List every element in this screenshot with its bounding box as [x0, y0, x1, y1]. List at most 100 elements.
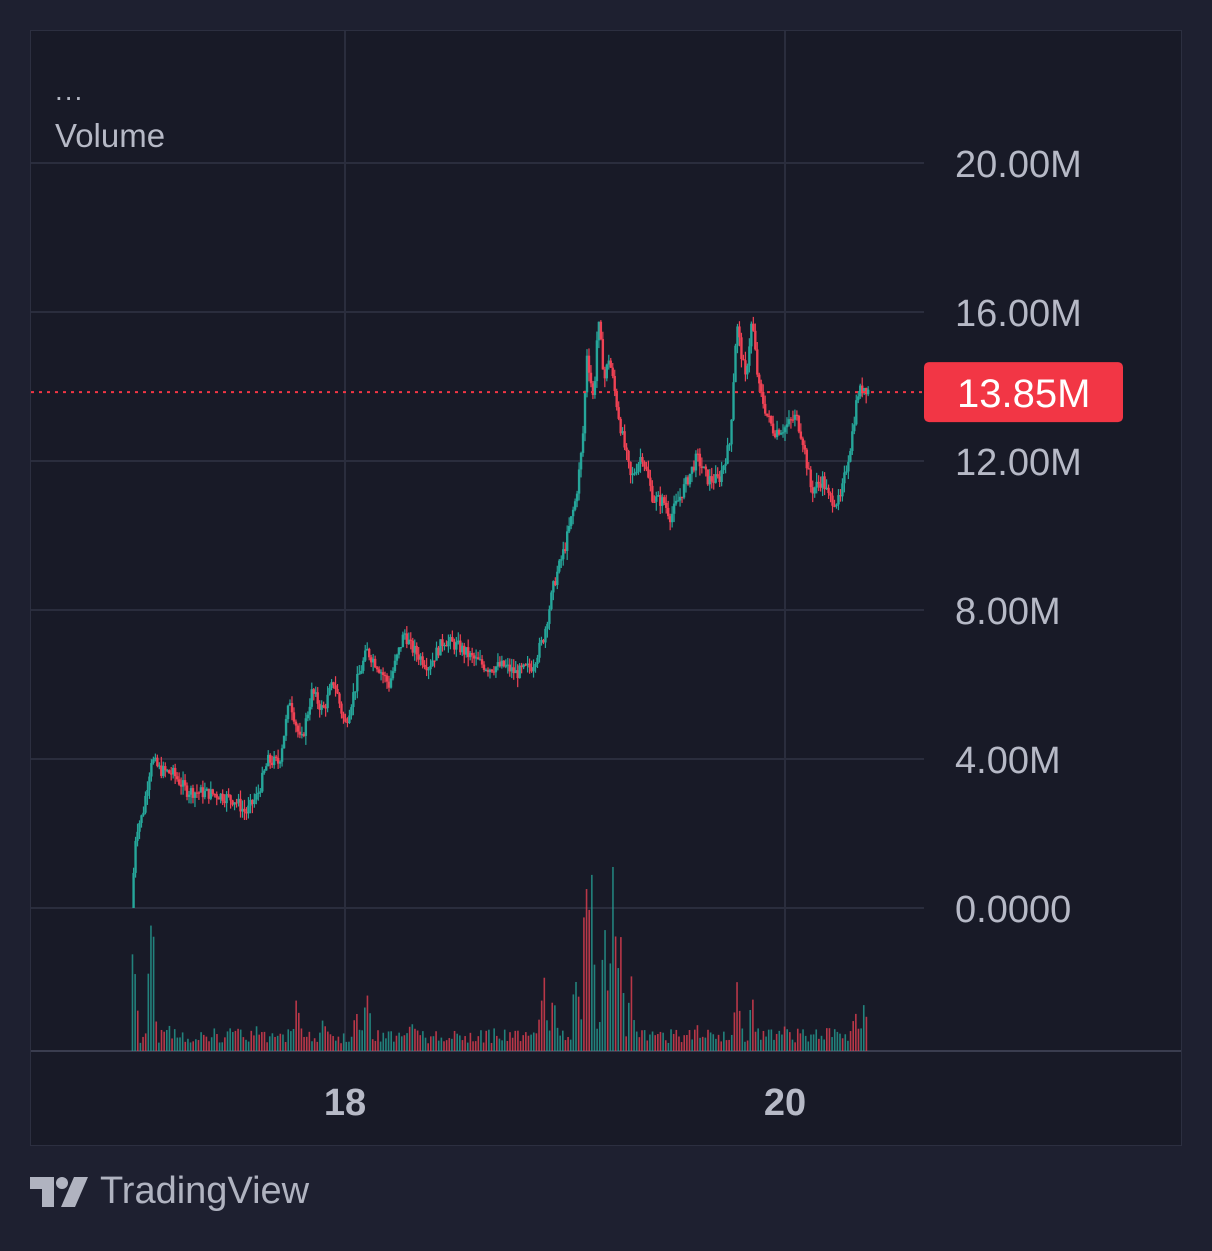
candle-body: [861, 385, 864, 394]
volume-bar: [807, 1041, 810, 1051]
volume-bar: [593, 964, 596, 1051]
candle-body: [625, 447, 628, 451]
candle-body: [680, 496, 684, 499]
candle-body: [629, 461, 632, 476]
volume-bar: [773, 1039, 775, 1051]
candle-body: [864, 387, 868, 395]
candle-body: [358, 673, 361, 675]
volume-bar: [173, 1029, 176, 1051]
volume-bar: [332, 1036, 334, 1051]
candle-body: [171, 767, 175, 775]
candle-body: [336, 689, 339, 694]
volume-bar: [292, 1028, 295, 1051]
volume-bar: [398, 1032, 400, 1051]
candle-body: [437, 647, 440, 656]
volume-bar: [775, 1033, 778, 1051]
x-tick-label: 18: [324, 1082, 366, 1124]
candle-body: [601, 339, 605, 370]
volume-bar: [340, 1043, 342, 1051]
candle-body: [136, 831, 139, 841]
candle-body: [809, 469, 812, 488]
candle-body: [678, 496, 682, 501]
volume-bar: [519, 1041, 522, 1051]
volume-bar: [303, 1036, 305, 1051]
candle-body: [152, 759, 155, 764]
candle-body: [722, 465, 725, 471]
candle-body: [259, 791, 262, 793]
candle-body: [154, 757, 157, 760]
candle-body: [368, 648, 371, 658]
candle-body: [199, 787, 203, 793]
candle-body: [166, 770, 169, 772]
volume-bar: [477, 1036, 480, 1051]
volume-bar: [459, 1035, 461, 1051]
candle-body: [183, 780, 187, 786]
candle-body: [219, 793, 222, 800]
candle-body: [738, 326, 741, 338]
volume-bar: [617, 968, 620, 1051]
candle-body: [674, 500, 678, 504]
candle-body: [415, 645, 418, 655]
candle-body: [538, 642, 541, 658]
chart-canvas[interactable]: 20.00M 16.00M 12.00M 8.00M 4.00M 0.0000 18 20 13…: [31, 31, 1182, 1146]
volume-bar: [551, 1002, 554, 1051]
candle-body: [203, 790, 207, 798]
candle-body: [849, 451, 852, 462]
legend-menu-icon[interactable]: ...: [55, 75, 85, 106]
candle-body: [318, 703, 321, 710]
candle-body: [201, 787, 205, 798]
candle-body: [688, 473, 692, 485]
volume-bar: [160, 1029, 163, 1051]
candle-body: [467, 647, 470, 658]
candle-body: [536, 657, 539, 665]
volume-bar: [408, 1026, 411, 1051]
volume-bar: [548, 1030, 551, 1051]
candle-body: [756, 349, 759, 375]
candle-body: [362, 660, 365, 671]
volume-bar: [166, 1030, 168, 1051]
candle-body: [463, 645, 466, 655]
candle-body: [645, 466, 648, 470]
volume-bar: [192, 1041, 194, 1051]
volume-bar: [826, 1028, 828, 1051]
candle-body: [272, 756, 276, 766]
volume-bar: [226, 1031, 229, 1051]
candle-body: [326, 694, 329, 709]
volume-bar: [371, 1039, 374, 1051]
volume-bar: [147, 973, 150, 1051]
candle-body: [451, 637, 454, 642]
candle-body: [348, 715, 351, 723]
volume-bar: [791, 1039, 794, 1051]
candle-body: [209, 789, 212, 799]
volume-bar: [802, 1029, 804, 1051]
candle-body: [304, 718, 308, 736]
volume-bar: [274, 1036, 276, 1051]
candle-body: [409, 639, 412, 641]
volume-bar: [654, 1035, 656, 1051]
volume-bar: [305, 1036, 308, 1051]
volume-bar: [569, 1039, 572, 1051]
tradingview-brand[interactable]: TradingView: [30, 1170, 309, 1213]
volume-bar: [237, 1028, 239, 1051]
volume-bar: [361, 1030, 363, 1051]
volume-bar: [765, 1036, 767, 1051]
volume-bar: [414, 1028, 416, 1051]
volume-bar: [691, 1039, 693, 1051]
candle-body: [657, 495, 660, 497]
candle-body: [413, 645, 416, 653]
volume-bar: [403, 1035, 406, 1051]
volume-bar: [609, 963, 612, 1051]
volume-bar: [815, 1029, 818, 1051]
candle-body: [383, 674, 387, 677]
volume-bar: [820, 1035, 823, 1051]
candle-body: [356, 674, 359, 692]
volume-bar: [638, 1037, 641, 1051]
volume-bar: [448, 1038, 451, 1051]
candle-body: [560, 559, 563, 561]
candle-body: [484, 669, 488, 672]
candle-body: [627, 450, 630, 462]
chart-frame[interactable]: 20.00M 16.00M 12.00M 8.00M 4.00M 0.0000 18 20 13…: [30, 30, 1182, 1146]
candle-body: [811, 487, 814, 494]
volume-bar: [564, 1040, 567, 1051]
candle-body: [231, 800, 234, 805]
